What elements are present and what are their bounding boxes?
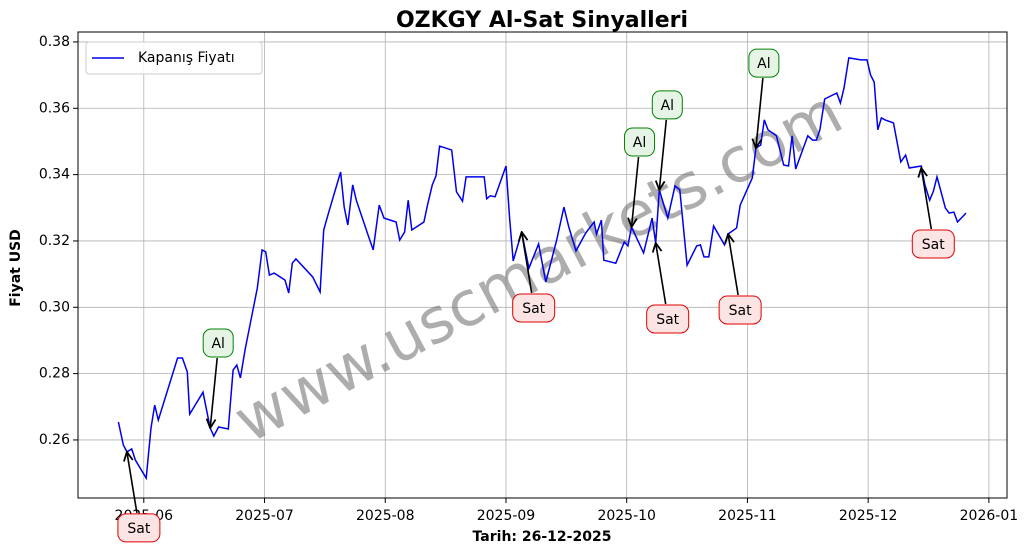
annotation-box — [646, 304, 690, 334]
annotation-label: Sat — [127, 521, 150, 537]
annotation-arrow — [659, 119, 668, 190]
annotation-arrow — [632, 156, 640, 227]
plot-frame — [77, 31, 1008, 499]
x-tick-label: 2025-07 — [235, 508, 294, 524]
annotation-arrow — [728, 234, 739, 296]
y-tick-label: 0.34 — [39, 167, 70, 183]
annotation-label: Al — [661, 98, 674, 114]
x-tick-label: 2025-09 — [477, 508, 536, 524]
x-tick-label: 2025-10 — [597, 508, 656, 524]
annotation-arrow — [656, 243, 667, 305]
price-line — [117, 57, 967, 481]
annotation-box — [651, 90, 683, 120]
annotation-label: Al — [633, 135, 646, 151]
y-tick-label: 0.26 — [39, 432, 70, 448]
legend-label: Kapanış Fiyatı — [138, 50, 235, 66]
y-axis-label: Fiyat USD — [8, 229, 24, 307]
annotation-arrow — [210, 357, 218, 428]
annotation-arrow — [756, 78, 764, 148]
y-tick-label: 0.38 — [39, 34, 70, 50]
x-tick-label: 2025-12 — [839, 508, 898, 524]
legend-box — [85, 41, 263, 75]
y-tick-label: 0.28 — [39, 366, 70, 382]
x-tick-label: 2025-08 — [356, 508, 415, 524]
annotation-label: Sat — [922, 237, 945, 253]
annotation-label: Sat — [522, 301, 545, 317]
annotation-label: Al — [757, 56, 770, 72]
annotation-arrow — [921, 168, 933, 230]
annotation-box — [624, 127, 656, 157]
y-tick-label: 0.32 — [39, 233, 70, 249]
annotation-label: Sat — [656, 312, 679, 328]
annotation-label: Sat — [729, 303, 752, 319]
chart-title: OZKGY Al-Sat Sinyalleri — [396, 8, 688, 33]
annotation-box — [718, 295, 762, 325]
x-tick-label: 2025-11 — [718, 508, 777, 524]
y-tick-label: 0.30 — [39, 299, 70, 315]
annotation-label: Al — [211, 336, 224, 352]
annotation-arrow — [127, 452, 138, 514]
annotation-box — [117, 513, 161, 543]
x-tick-label: 2026-01 — [960, 508, 1019, 524]
annotation-box — [911, 229, 955, 259]
annotation-box — [748, 48, 780, 78]
x-axis-label: Tarih: 26-12-2025 — [473, 529, 612, 545]
y-tick-label: 0.36 — [39, 100, 70, 116]
watermark: www.uscmarkets.com — [222, 75, 853, 457]
annotation-box — [202, 328, 234, 358]
annotation-box — [512, 293, 556, 323]
annotation-arrow — [522, 232, 533, 294]
